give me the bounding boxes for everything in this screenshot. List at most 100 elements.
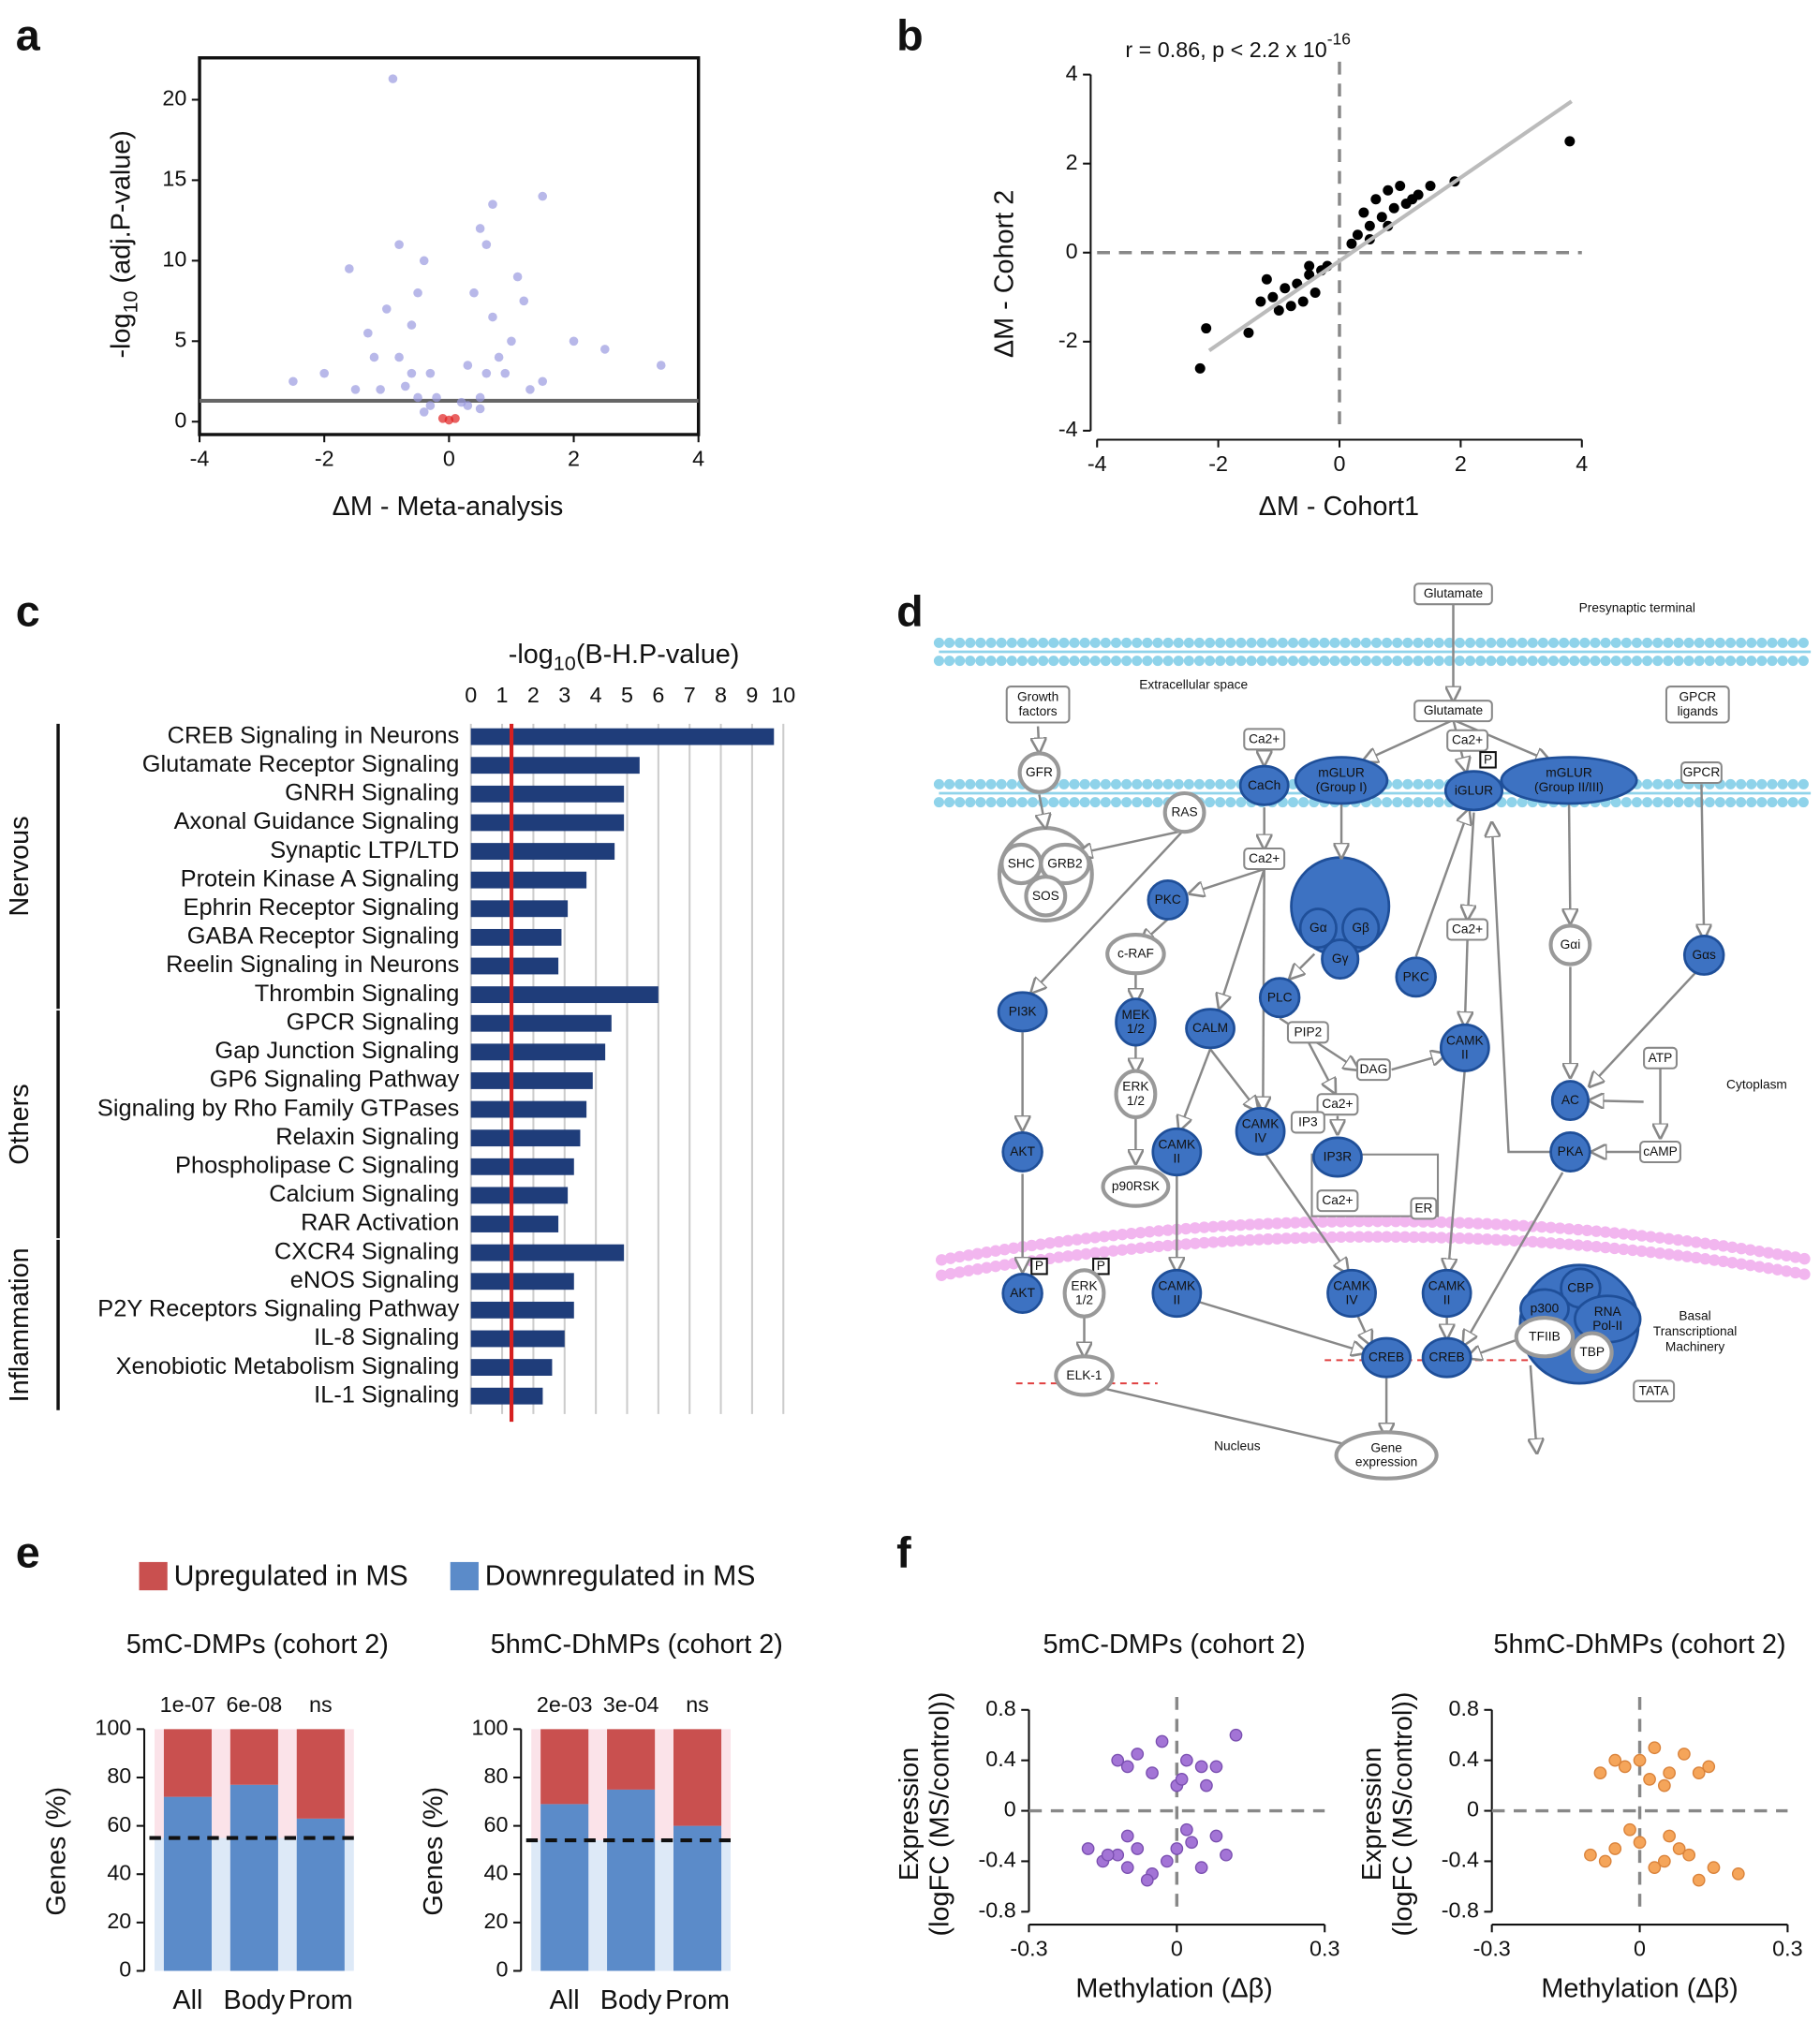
molecule-node [1355,1058,1391,1082]
node-label: P [1484,752,1492,766]
y-tick-label: 0 [1066,239,1078,263]
node-label-line: Ca2+ [1452,732,1483,746]
bar-segment [673,1825,722,1971]
node-label-line: GFR [1026,765,1053,779]
legend-label: Downregulated in MS [485,1560,756,1591]
molecule-node [1286,1021,1329,1044]
bar [470,1330,565,1348]
point [1633,1836,1647,1850]
node-label-line: Machinery [1665,1339,1724,1353]
node-label: p300 [1531,1301,1560,1315]
y-axis-label: -log10 (adj.P-value) [106,130,141,358]
bar [470,1014,612,1032]
category-label: IL-1 Signaling [314,1381,459,1408]
node-label: TFIIB [1529,1329,1561,1343]
x-axis-label: ΔM - Cohort1 [1259,492,1419,522]
node-label-line: Gene [1370,1440,1402,1454]
complex-node [1570,1331,1614,1374]
point [1111,1753,1125,1767]
node-label: ATP [1649,1050,1673,1064]
node-label: c-RAF [1117,946,1154,960]
node-label-line: (Group I) [1316,779,1368,793]
node-label-line: ERK [1122,1079,1148,1093]
protein-node [1421,1336,1472,1379]
y-tick-label: -2 [1058,328,1078,352]
x-tick-label: 1 [496,683,509,707]
point [432,392,441,403]
point [1101,1848,1115,1862]
point [394,352,404,362]
bar [470,1129,581,1147]
node-label-line: mGLUR [1318,765,1365,779]
point [1200,1778,1213,1792]
node-label: P [1035,1259,1043,1273]
node-label: Ca2+ [1249,731,1280,745]
x-tick-label: 4 [1576,451,1588,476]
panel-letter: d [896,587,923,636]
point [1220,1848,1233,1862]
molecule-node [1665,686,1730,724]
y-tick-label: 20 [162,86,186,111]
point [1255,296,1266,307]
category-label: Relaxin Signaling [275,1124,459,1150]
point [1395,180,1406,191]
point [488,199,497,209]
point [512,272,523,282]
node-label-line: PLC [1267,990,1293,1004]
point [363,328,373,338]
molecule-node [1446,729,1489,752]
pathway-edge [1290,952,1316,979]
complex-node [1101,1165,1171,1208]
node-label-line: mGLUR [1546,765,1592,779]
bar [470,871,587,889]
pathway-edge [1195,1300,1366,1352]
point [1194,1760,1208,1774]
node-label-line: Nucleus [1214,1438,1261,1453]
category-label: CREB Signaling in Neurons [168,722,460,748]
membranes [933,637,1817,1385]
x-tick-label: 0 [1334,451,1346,476]
point [569,336,579,347]
point [319,368,330,378]
bar-segment [673,1729,722,1826]
molecule-node [1643,1046,1678,1070]
point [475,404,485,414]
category-label: Glutamate Receptor Signaling [142,751,460,777]
point [475,392,485,403]
phospho-node [1030,1257,1048,1276]
node-label-line: P [1035,1259,1043,1273]
node-label: p90RSK [1112,1179,1160,1193]
node-label-line: PI3K [1009,1004,1037,1018]
node-label: IP3R [1324,1149,1353,1163]
text-part: (B-H.P-value) [576,640,740,670]
y-tick-label: 0.4 [985,1747,1015,1771]
pathway-edge [1531,1365,1537,1453]
point [1194,1861,1208,1875]
node-label-line: p300 [1531,1301,1560,1315]
node-label-line: Ca2+ [1322,1097,1353,1111]
point [376,385,385,394]
node-label: Ca2+ [1452,922,1483,936]
pathway-edge [1468,812,1474,920]
point [1346,238,1357,249]
node-label-line: CREB [1369,1350,1404,1364]
molecule-node [1316,1093,1359,1116]
node-label-line: GPCR [1679,689,1717,703]
point [1180,1822,1193,1837]
node-label: GPCR [1683,765,1721,779]
node-label: PKC [1155,892,1181,907]
category-label: Thrombin Signaling [255,981,460,1007]
node-label-line: II [1461,1047,1469,1061]
pathway-edge [1590,1100,1644,1101]
bar [470,957,559,975]
text-part: (adj.P-value) [106,130,136,290]
x-tick-label: 4 [590,683,602,707]
protein-node [1500,756,1638,805]
pathway-edge [1391,1055,1446,1071]
node-label: CaCh [1248,777,1280,791]
category-label: GP6 Signaling Pathway [210,1067,460,1093]
point [656,361,666,370]
node-label: SOS [1032,888,1059,902]
group-label: Inflammation [5,1247,35,1402]
